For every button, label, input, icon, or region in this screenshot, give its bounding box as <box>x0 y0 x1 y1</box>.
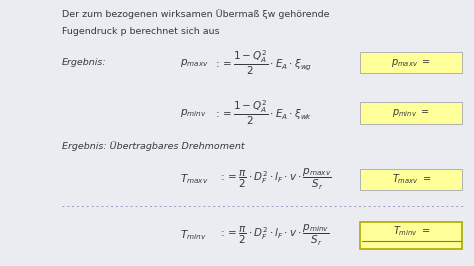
Text: Der zum bezogenen wirksamen Übermaß ξw gehörende: Der zum bezogenen wirksamen Übermaß ξw g… <box>62 9 329 19</box>
Text: Ergebnis:: Ergebnis: <box>62 58 106 67</box>
Text: Ergebnis: Übertragbares Drehmoment: Ergebnis: Übertragbares Drehmoment <box>62 141 244 151</box>
Text: Fugendruck p berechnet sich aus: Fugendruck p berechnet sich aus <box>62 27 219 36</box>
Text: $p_{minv}$$\ =$: $p_{minv}$$\ =$ <box>392 107 430 119</box>
FancyBboxPatch shape <box>360 52 462 73</box>
Text: $T_{minv}$: $T_{minv}$ <box>180 228 207 242</box>
Text: $:=\dfrac{1-Q_{A}^{2}}{2}\cdot E_{A}\cdot\xi_{wk}$: $:=\dfrac{1-Q_{A}^{2}}{2}\cdot E_{A}\cdo… <box>213 99 313 127</box>
Text: $p_{maxv}$: $p_{maxv}$ <box>180 56 209 69</box>
Text: $T_{minv}$$\ =$: $T_{minv}$$\ =$ <box>392 225 430 238</box>
Text: $:=\dfrac{1-Q_{A}^{2}}{2}\cdot E_{A}\cdot\xi_{wg}$: $:=\dfrac{1-Q_{A}^{2}}{2}\cdot E_{A}\cdo… <box>213 48 313 77</box>
Text: $p_{minv}$: $p_{minv}$ <box>180 107 207 119</box>
Text: $T_{maxv}$: $T_{maxv}$ <box>180 173 209 186</box>
Text: $:=\dfrac{\pi}{2}\cdot D_{F}^{2}\cdot l_{F}\cdot v\cdot\dfrac{p_{maxv}}{S_{r}}$: $:=\dfrac{\pi}{2}\cdot D_{F}^{2}\cdot l_… <box>218 167 332 192</box>
Text: $:=\dfrac{\pi}{2}\cdot D_{F}^{2}\cdot l_{F}\cdot v\cdot\dfrac{p_{minv}}{S_{r}}$: $:=\dfrac{\pi}{2}\cdot D_{F}^{2}\cdot l_… <box>218 223 329 248</box>
FancyBboxPatch shape <box>360 222 462 249</box>
Text: $T_{maxv}$$\ =$: $T_{maxv}$$\ =$ <box>392 173 431 186</box>
Text: $p_{maxv}$$\ =$: $p_{maxv}$$\ =$ <box>392 56 431 69</box>
FancyBboxPatch shape <box>360 102 462 124</box>
FancyBboxPatch shape <box>360 169 462 190</box>
